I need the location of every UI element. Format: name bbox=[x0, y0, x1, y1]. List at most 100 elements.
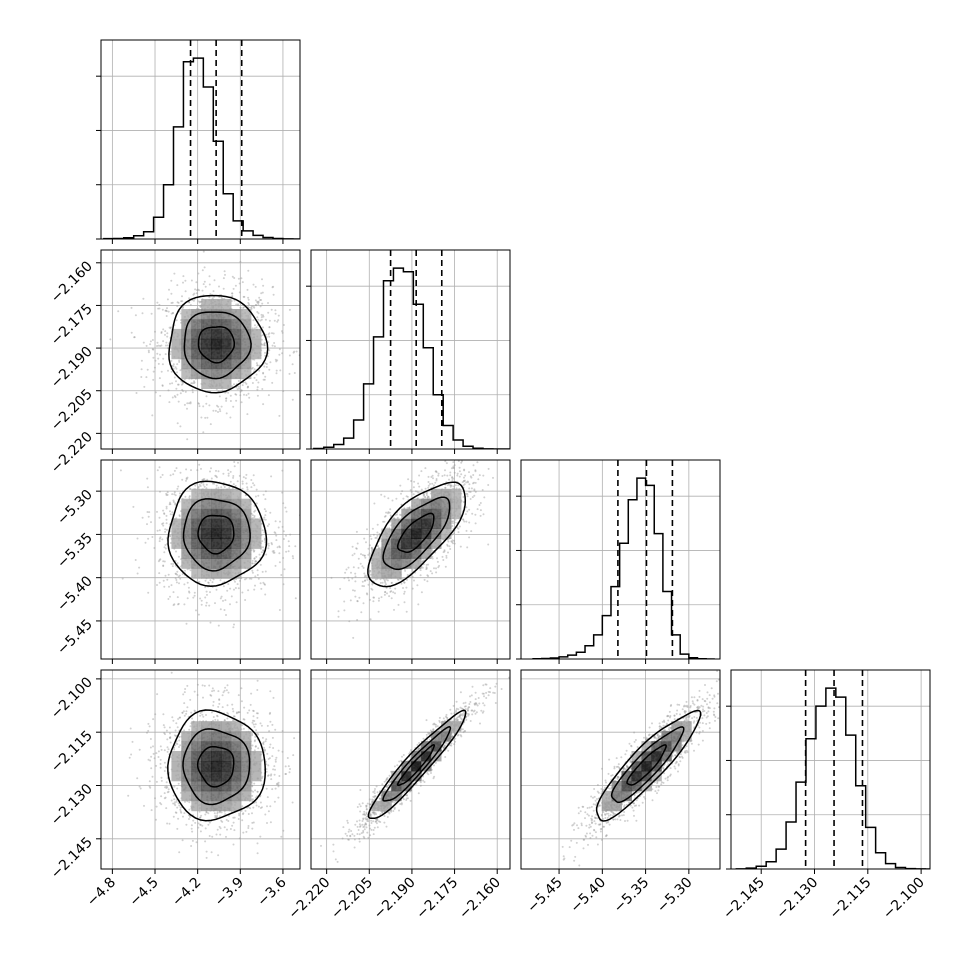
sample-point bbox=[278, 561, 281, 564]
sample-point bbox=[223, 270, 226, 273]
sample-point bbox=[152, 356, 155, 359]
density-cell bbox=[181, 528, 192, 539]
sample-point bbox=[373, 596, 375, 599]
sample-point bbox=[239, 306, 242, 309]
sample-point bbox=[231, 385, 234, 388]
sample-point bbox=[354, 595, 357, 598]
sample-point bbox=[293, 372, 296, 374]
sample-point bbox=[196, 469, 199, 472]
sample-point bbox=[132, 505, 135, 508]
sample-point bbox=[256, 574, 259, 576]
density-cell bbox=[221, 299, 232, 310]
density-cell bbox=[211, 328, 222, 340]
sample-point bbox=[194, 484, 197, 487]
density-cell bbox=[201, 358, 212, 370]
sample-point bbox=[202, 478, 205, 481]
sample-point bbox=[465, 506, 468, 509]
sample-point bbox=[247, 385, 249, 388]
sample-point bbox=[264, 514, 267, 517]
sample-point bbox=[443, 550, 446, 553]
sample-point bbox=[179, 471, 182, 474]
sample-point bbox=[487, 543, 490, 546]
sample-point bbox=[250, 479, 253, 481]
sample-point bbox=[402, 587, 404, 589]
sample-point bbox=[357, 566, 360, 569]
sample-point bbox=[264, 537, 266, 540]
sample-point bbox=[267, 542, 270, 545]
sample-point bbox=[220, 405, 223, 408]
sample-point bbox=[181, 573, 184, 575]
sample-point bbox=[282, 583, 285, 586]
sample-point bbox=[136, 537, 139, 540]
sample-point bbox=[188, 495, 191, 498]
sample-point bbox=[266, 525, 269, 527]
sample-point bbox=[166, 307, 168, 310]
sample-point bbox=[182, 305, 185, 308]
sample-point bbox=[256, 316, 259, 319]
sample-point bbox=[482, 474, 485, 477]
sample-point bbox=[462, 484, 465, 487]
density-cell bbox=[211, 528, 222, 539]
density-cell bbox=[211, 538, 222, 549]
sample-point bbox=[176, 573, 179, 576]
sample-point bbox=[154, 330, 156, 333]
sample-point bbox=[169, 535, 171, 538]
sample-point bbox=[208, 275, 211, 278]
sample-point bbox=[172, 311, 174, 314]
sample-point bbox=[180, 300, 183, 303]
sample-point bbox=[171, 565, 174, 568]
sample-point bbox=[248, 306, 250, 309]
sample-point bbox=[256, 569, 259, 572]
sample-point bbox=[163, 560, 166, 563]
sample-point bbox=[254, 324, 256, 327]
sample-point bbox=[251, 514, 254, 517]
sample-point bbox=[172, 591, 175, 594]
sample-point bbox=[170, 279, 173, 282]
sample-point bbox=[176, 487, 179, 490]
sample-point bbox=[229, 416, 232, 419]
sample-point bbox=[208, 283, 211, 286]
sample-point bbox=[441, 475, 444, 477]
sample-point bbox=[274, 312, 277, 315]
sample-point bbox=[247, 589, 250, 592]
sample-point bbox=[232, 626, 235, 629]
sample-point bbox=[254, 304, 257, 306]
sample-point bbox=[181, 382, 184, 385]
sample-point bbox=[140, 368, 143, 371]
sample-point bbox=[167, 598, 170, 600]
sample-point bbox=[247, 392, 250, 395]
sample-point bbox=[281, 491, 284, 494]
sample-point bbox=[251, 382, 254, 384]
y-tick-label: −5.40 bbox=[54, 573, 96, 615]
sample-point bbox=[272, 551, 275, 554]
density-cell bbox=[191, 558, 202, 569]
density-cell bbox=[221, 488, 232, 500]
sample-point bbox=[432, 477, 434, 480]
sample-point bbox=[473, 489, 476, 492]
sample-point bbox=[271, 286, 274, 289]
sample-point bbox=[241, 482, 244, 485]
sample-point bbox=[205, 454, 207, 456]
sample-point bbox=[474, 522, 477, 525]
sample-point bbox=[383, 580, 386, 583]
sample-point bbox=[183, 603, 186, 606]
density-cell bbox=[181, 328, 192, 340]
sample-point bbox=[212, 409, 215, 412]
density-cell bbox=[231, 498, 242, 510]
sample-point bbox=[198, 483, 201, 486]
sample-point bbox=[186, 476, 189, 479]
sample-point bbox=[426, 496, 429, 499]
sample-point bbox=[536, 462, 538, 464]
sample-point bbox=[172, 501, 175, 503]
contour-1-0-0 bbox=[197, 326, 236, 364]
sample-point bbox=[142, 341, 145, 344]
sample-point bbox=[241, 384, 244, 387]
sample-point bbox=[172, 499, 175, 502]
sample-point bbox=[147, 537, 150, 540]
sample-point bbox=[337, 615, 340, 618]
sample-point bbox=[140, 376, 143, 378]
sample-point bbox=[411, 587, 414, 590]
sample-point bbox=[189, 402, 192, 405]
sample-point bbox=[369, 569, 371, 572]
sample-point bbox=[159, 353, 161, 356]
